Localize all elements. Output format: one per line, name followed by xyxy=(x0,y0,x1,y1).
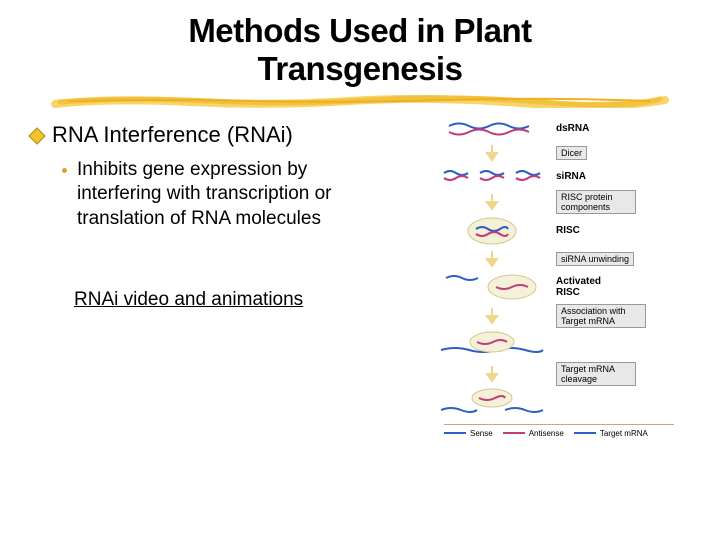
slide-title-line2: Transgenesis xyxy=(0,50,720,88)
risc-icon xyxy=(462,216,522,246)
diagram-legend: Sense Antisense Target mRNA xyxy=(444,424,674,438)
arrow-down-icon xyxy=(484,365,500,383)
diagram-label: dsRNA xyxy=(556,123,589,134)
slide-title-line1: Methods Used in Plant xyxy=(0,12,720,50)
diagram-step: RISC xyxy=(434,216,704,246)
sirna-icon xyxy=(442,167,542,187)
diagram-step xyxy=(434,330,704,360)
round-bullet-icon xyxy=(62,168,67,173)
link-row: RNAi video and animations xyxy=(74,289,408,311)
arrow-down-icon xyxy=(484,250,500,268)
diagram-label: Activated RISC xyxy=(556,276,626,298)
diagram-label: Association with Target mRNA xyxy=(556,304,646,328)
legend-item: Sense xyxy=(444,429,493,438)
legend-item: Antisense xyxy=(503,429,564,438)
heading-row: RNA Interference (RNAi) xyxy=(28,122,408,148)
diagram-label: Target mRNA cleavage xyxy=(556,362,636,386)
arrow-down-icon xyxy=(484,193,500,211)
diagram-column: dsRNA Dicer siRNA RISC prot xyxy=(408,122,700,311)
legend-label: Target mRNA xyxy=(600,429,648,438)
legend-label: Sense xyxy=(470,429,493,438)
slide-title-block: Methods Used in Plant Transgenesis xyxy=(0,0,720,88)
subpoint-row: Inhibits gene expression by interfering … xyxy=(62,158,408,231)
dsrna-icon xyxy=(447,120,537,138)
subpoint-text: Inhibits gene expression by interfering … xyxy=(77,158,397,231)
diagram-step: Activated RISC xyxy=(434,272,704,302)
diagram-step: siRNA xyxy=(434,166,704,188)
legend-label: Antisense xyxy=(529,429,564,438)
diagram-label: Dicer xyxy=(556,146,587,160)
diagram-step xyxy=(434,388,704,418)
target-bound-icon xyxy=(437,330,547,360)
heading-text: RNA Interference (RNAi) xyxy=(52,122,293,148)
diagram-label: RISC xyxy=(556,225,580,236)
activated-risc-icon xyxy=(442,272,542,302)
diagram-step: dsRNA xyxy=(434,118,704,140)
text-column: RNA Interference (RNAi) Inhibits gene ex… xyxy=(28,122,408,311)
content-area: RNA Interference (RNAi) Inhibits gene ex… xyxy=(0,88,720,311)
diamond-bullet-icon xyxy=(28,127,46,145)
diagram-label: siRNA xyxy=(556,171,586,182)
diagram-label: RISC protein components xyxy=(556,190,636,214)
rnai-video-link[interactable]: RNAi video and animations xyxy=(74,289,303,310)
diagram-label: siRNA unwinding xyxy=(556,252,634,266)
cleaved-icon xyxy=(437,388,547,418)
legend-item: Target mRNA xyxy=(574,429,648,438)
rnai-pathway-diagram: dsRNA Dicer siRNA RISC prot xyxy=(434,118,704,438)
arrow-down-icon xyxy=(484,144,500,162)
arrow-down-icon xyxy=(484,307,500,325)
